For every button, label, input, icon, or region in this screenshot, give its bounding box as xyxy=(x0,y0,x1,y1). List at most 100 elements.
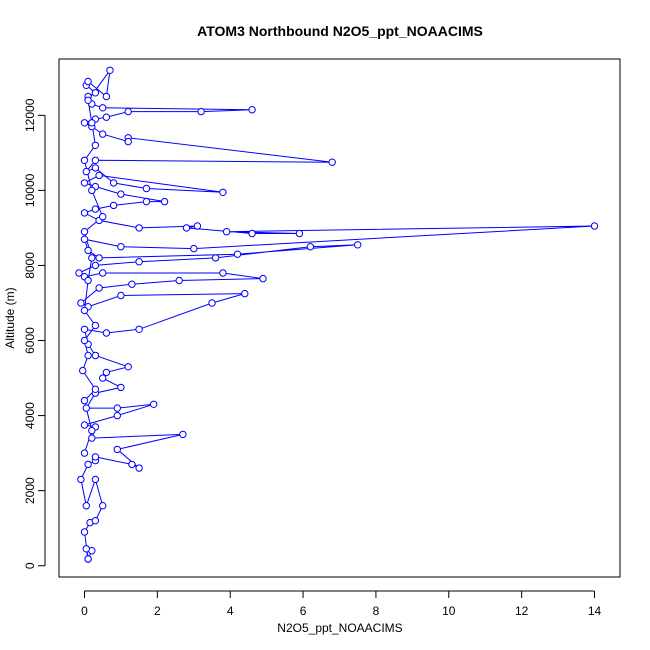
data-point xyxy=(135,325,143,333)
data-point xyxy=(88,186,96,195)
data-point xyxy=(179,430,187,439)
data-point xyxy=(84,555,92,563)
data-point xyxy=(82,545,91,553)
x-axis-label: N2O5_ppt_NOAACIMS xyxy=(277,621,402,635)
data-point xyxy=(128,460,136,469)
data-point xyxy=(80,421,89,429)
data-point xyxy=(77,299,85,307)
x-tick-label: 12 xyxy=(515,604,529,618)
data-point xyxy=(109,179,118,187)
data-point xyxy=(328,158,336,166)
data-point xyxy=(95,254,103,262)
data-point xyxy=(182,224,191,232)
data-point xyxy=(219,269,227,277)
x-tick-label: 4 xyxy=(227,604,234,618)
data-point xyxy=(91,453,100,461)
data-point xyxy=(99,374,107,382)
data-point xyxy=(219,188,227,197)
data-point xyxy=(80,396,89,405)
y-tick-label: 8000 xyxy=(23,252,37,279)
data-point xyxy=(84,460,92,469)
data-point xyxy=(128,280,136,288)
data-point xyxy=(248,106,256,114)
data-point xyxy=(142,197,151,206)
data-point xyxy=(91,205,100,213)
data-point xyxy=(142,184,151,193)
data-point xyxy=(106,66,114,75)
data-point xyxy=(80,179,89,187)
data-point xyxy=(75,269,83,277)
data-point xyxy=(88,434,96,442)
data-point xyxy=(91,517,100,525)
data-point xyxy=(88,426,96,435)
data-point xyxy=(117,291,125,300)
data-point xyxy=(91,385,100,393)
data-point xyxy=(99,213,107,221)
chart-title: ATOM3 Northbound N2O5_ppt_NOAACIMS xyxy=(197,23,483,39)
data-point xyxy=(124,107,132,116)
data-point xyxy=(99,104,107,112)
data-point xyxy=(84,96,92,105)
data-point xyxy=(82,167,91,176)
data-point xyxy=(241,289,249,298)
data-point xyxy=(306,243,315,251)
data-point xyxy=(117,243,125,251)
y-tick-label: 4000 xyxy=(23,402,37,429)
x-tick-label: 14 xyxy=(588,604,602,618)
data-point xyxy=(117,383,125,392)
data-point xyxy=(295,229,304,238)
data-point xyxy=(135,258,143,266)
data-point xyxy=(91,351,100,360)
data-point xyxy=(117,190,125,198)
data-point xyxy=(80,156,89,165)
data-point xyxy=(77,475,85,484)
data-point xyxy=(193,222,202,230)
y-tick-label: 0 xyxy=(23,562,37,569)
x-tick-label: 10 xyxy=(442,604,456,618)
data-point xyxy=(211,254,220,262)
data-point xyxy=(84,246,92,255)
data-point xyxy=(91,321,100,330)
data-point xyxy=(80,228,89,236)
y-tick-label: 6000 xyxy=(23,327,37,354)
data-point xyxy=(150,400,158,408)
data-point xyxy=(88,254,96,262)
data-point xyxy=(135,224,143,232)
data-point xyxy=(80,325,89,333)
data-point xyxy=(80,119,89,127)
data-point xyxy=(84,77,92,86)
data-point xyxy=(102,368,111,377)
data-point xyxy=(91,141,100,150)
data-point xyxy=(91,164,100,172)
data-point xyxy=(91,156,100,165)
data-layer xyxy=(75,66,599,563)
data-point xyxy=(99,502,107,510)
data-point xyxy=(135,464,143,472)
data-point xyxy=(80,235,89,243)
y-axis-label: Altitude (m) xyxy=(3,287,17,348)
data-point xyxy=(102,92,111,101)
data-point xyxy=(82,404,91,412)
data-point xyxy=(102,329,111,337)
data-point xyxy=(113,404,122,412)
data-point xyxy=(99,269,107,277)
data-point xyxy=(95,284,103,292)
data-point xyxy=(124,137,132,146)
data-point xyxy=(109,201,118,210)
x-tick-label: 2 xyxy=(154,604,161,618)
data-point xyxy=(84,351,92,360)
data-point xyxy=(95,171,103,180)
plot-frame xyxy=(58,58,621,578)
data-point xyxy=(190,244,198,253)
data-point xyxy=(113,445,122,454)
data-point xyxy=(124,363,132,371)
data-point xyxy=(91,475,100,484)
data-point xyxy=(175,276,183,285)
data-point xyxy=(208,299,216,307)
data-point xyxy=(354,241,362,249)
data-point xyxy=(82,502,91,510)
data-point xyxy=(91,261,100,270)
data-point xyxy=(222,228,231,236)
data-point xyxy=(248,229,256,238)
